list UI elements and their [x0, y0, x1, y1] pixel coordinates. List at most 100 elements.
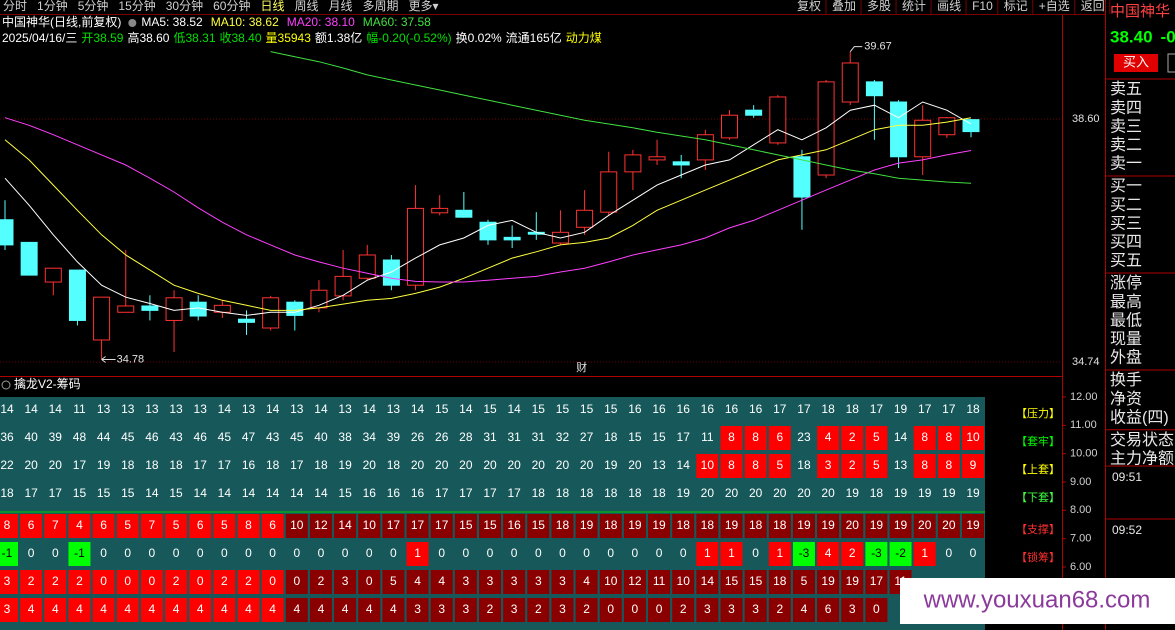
cell-value: 6: [197, 518, 204, 532]
tool-button[interactable]: 叠加: [832, 0, 856, 13]
sidebar-label: 卖四: [1110, 99, 1142, 117]
cell-value: 19: [338, 458, 352, 472]
cell-value: 9: [970, 458, 977, 472]
timeframe-tab[interactable]: 月线: [329, 0, 353, 13]
candle-body: [672, 161, 690, 166]
cell-value: 13: [387, 402, 401, 416]
cell-value: 0: [28, 546, 35, 560]
table-cell: [165, 570, 188, 594]
table-cell: [865, 598, 888, 622]
table-cell: [551, 598, 574, 622]
cell-value: 3: [511, 574, 518, 588]
tool-button[interactable]: 复权: [797, 0, 821, 13]
cell-value: 0: [873, 602, 880, 616]
sidebar-label: 卖二: [1110, 136, 1142, 154]
cell-value: 0: [269, 574, 276, 588]
cell-value: 15: [121, 486, 135, 500]
table-cell: [623, 598, 646, 622]
table-cell: [527, 598, 550, 622]
cell-value: 26: [435, 430, 449, 444]
table-cell: [358, 570, 381, 594]
cell-value: 20: [797, 486, 811, 500]
cell-value: 20: [411, 458, 425, 472]
candle-body: [817, 81, 835, 176]
table-cell: [623, 514, 646, 538]
cell-value: 14: [194, 486, 208, 500]
cell-value: 0: [487, 546, 494, 560]
tool-button[interactable]: 标记: [1004, 0, 1028, 13]
cell-value: 6: [269, 518, 276, 532]
quote-info: 高38.60: [127, 30, 169, 45]
timeframe-tab[interactable]: 多周期: [363, 0, 399, 13]
cell-value: 23: [797, 430, 811, 444]
buy-button[interactable]: 买入: [1123, 54, 1149, 69]
table-cell: [889, 542, 912, 566]
cell-value: 13: [121, 402, 135, 416]
tool-button[interactable]: 多股: [867, 0, 891, 13]
table-cell: [92, 514, 115, 538]
cell-value: 0: [535, 546, 542, 560]
news-marker[interactable]: 财: [576, 360, 587, 374]
table-cell: [116, 514, 139, 538]
cell-value: 14: [314, 486, 328, 500]
cell-value: 47: [242, 430, 256, 444]
tool-button[interactable]: 画线: [937, 0, 961, 13]
cell-value: 4: [583, 574, 590, 588]
cell-value: 13: [242, 402, 256, 416]
table-cell: [165, 598, 188, 622]
cell-value: 20: [821, 486, 835, 500]
cell-value: 3: [535, 574, 542, 588]
cell-value: 1: [728, 546, 735, 560]
cell-value: 19: [966, 486, 980, 500]
stock-price: 38.40: [1110, 27, 1153, 46]
tool-button[interactable]: F10: [972, 0, 993, 13]
timeframe-tab[interactable]: 5分钟: [78, 0, 109, 13]
ma-toggle[interactable]: [128, 19, 137, 27]
table-cell: [551, 514, 574, 538]
cell-value: 19: [894, 402, 908, 416]
quote-info: 2025/04/16/三: [2, 31, 77, 45]
cell-value: 45: [121, 430, 135, 444]
timeframe-tab[interactable]: 更多▾: [409, 0, 439, 13]
table-cell: [768, 570, 791, 594]
cell-value: 10: [363, 518, 377, 532]
timeframe-tab[interactable]: 30分钟: [166, 0, 203, 13]
cell-value: 46: [194, 430, 208, 444]
tool-button[interactable]: 返回: [1081, 0, 1105, 13]
cell-value: 40: [314, 430, 328, 444]
timeframe-tab[interactable]: 日线: [260, 0, 284, 13]
cell-value: 17: [677, 430, 691, 444]
cell-value: 0: [752, 546, 759, 560]
timeframe-tab[interactable]: 分时: [3, 0, 27, 13]
sidebar-label: 买三: [1110, 214, 1142, 232]
cell-value: 17: [435, 486, 449, 500]
table-cell: [44, 598, 67, 622]
candle-body: [769, 96, 787, 144]
table-cell: [20, 570, 43, 594]
cell-value: 3: [559, 574, 566, 588]
buy-button-bg[interactable]: [1114, 54, 1158, 72]
cell-value: 3: [4, 602, 11, 616]
quote-info: 幅-0.20(-0.52%): [366, 30, 451, 45]
cell-value: 15: [749, 574, 763, 588]
table-cell: [623, 570, 646, 594]
table-cell: [599, 570, 622, 594]
watermark: www.youxuan68.com: [923, 586, 1151, 613]
cell-value: 17: [797, 402, 811, 416]
cell-value: 18: [604, 430, 618, 444]
timeframe-tab[interactable]: 周线: [294, 0, 318, 13]
cell-value: 17: [218, 458, 232, 472]
cell-value: 16: [242, 458, 256, 472]
cell-value: 20: [749, 486, 763, 500]
timeframe-tab[interactable]: 60分钟: [213, 0, 250, 13]
table-cell: [261, 598, 284, 622]
table-cell: [865, 570, 888, 594]
tool-button[interactable]: 统计: [902, 0, 926, 13]
timeframe-tab[interactable]: 15分钟: [118, 0, 155, 13]
table-cell: [309, 570, 332, 594]
table-cell: [792, 598, 815, 622]
timeframe-tab[interactable]: 1分钟: [37, 0, 68, 13]
table-cell: [237, 598, 260, 622]
cell-value: 5: [173, 518, 180, 532]
tool-button[interactable]: +自选: [1039, 0, 1070, 13]
